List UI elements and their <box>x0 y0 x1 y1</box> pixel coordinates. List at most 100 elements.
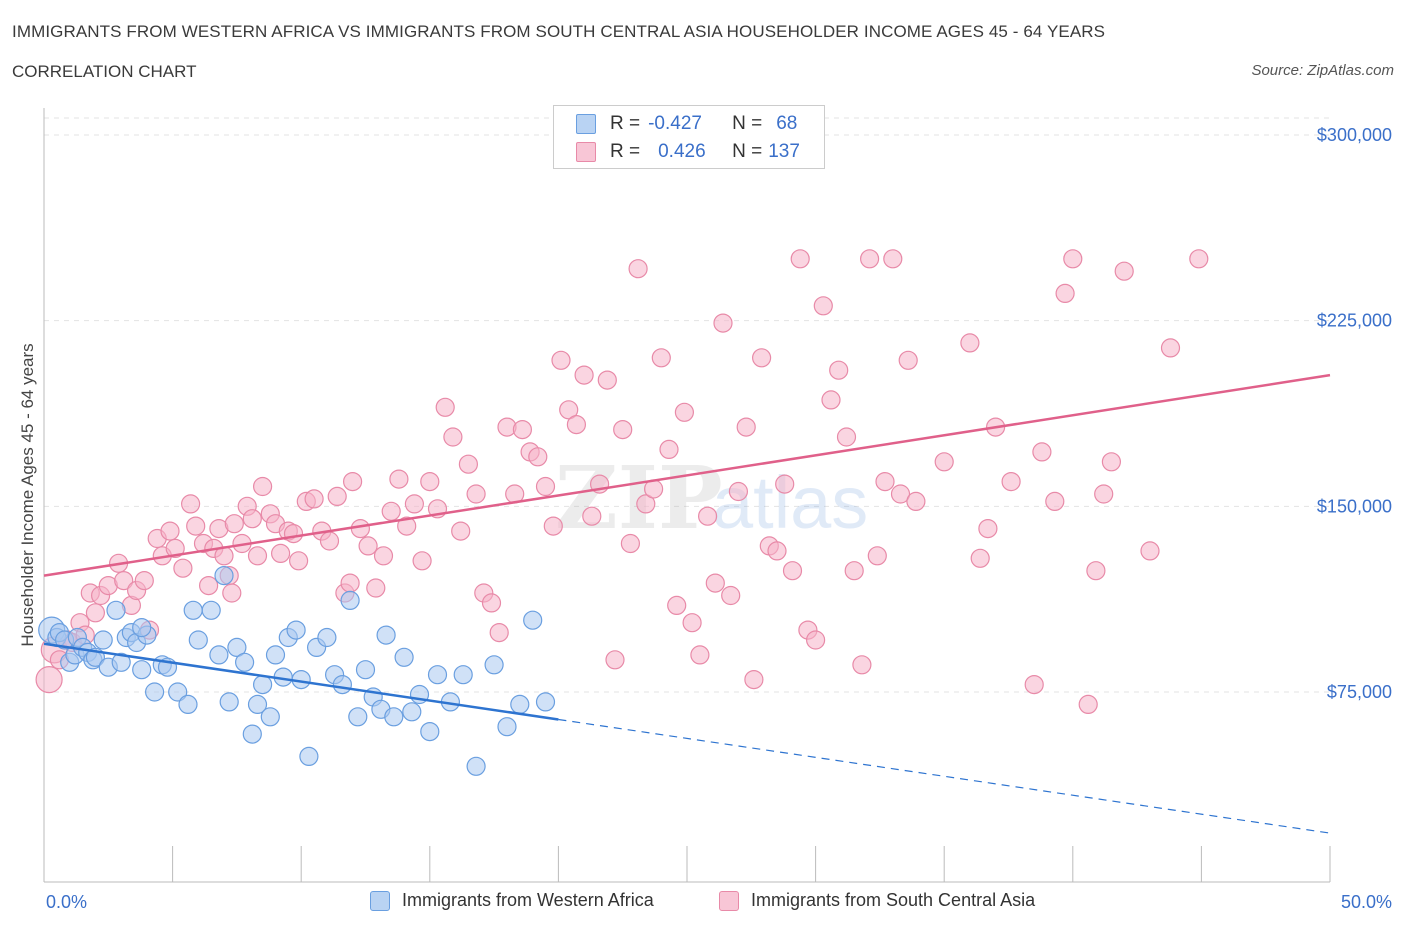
data-point <box>566 415 587 435</box>
data-point <box>183 600 203 620</box>
data-point <box>165 538 185 559</box>
data-point <box>224 514 244 534</box>
data-point <box>970 548 990 568</box>
data-point <box>821 390 841 410</box>
watermark-atlas: atlas <box>712 461 868 544</box>
trend-lines <box>43 373 1331 834</box>
data-point <box>304 489 324 509</box>
data-point <box>132 660 152 680</box>
data-point <box>767 541 787 561</box>
data-point <box>222 583 242 603</box>
data-point <box>404 494 424 514</box>
data-point <box>651 348 671 368</box>
data-point <box>435 397 455 417</box>
data-point <box>427 665 448 685</box>
data-point <box>420 721 440 742</box>
western-africa-trend-extension <box>558 718 1331 834</box>
data-point <box>1140 541 1160 561</box>
data-point <box>283 523 304 544</box>
data-point <box>721 585 741 606</box>
data-point <box>271 543 291 564</box>
data-point <box>484 655 504 675</box>
data-point <box>394 647 414 667</box>
bottom-legend-south-central-asia: Immigrants from South Central Asia <box>719 890 1035 911</box>
data-point <box>35 665 63 694</box>
data-point <box>458 454 478 474</box>
data-point <box>559 400 579 420</box>
data-point <box>253 674 273 695</box>
data-point <box>160 521 180 541</box>
data-point <box>219 692 239 712</box>
legend-n-value-2: 137 <box>768 141 800 162</box>
data-point <box>510 694 530 715</box>
legend-n-value-1: 68 <box>776 113 798 134</box>
data-point <box>1078 694 1098 715</box>
data-point <box>373 546 394 566</box>
data-point <box>1101 452 1122 472</box>
data-point <box>381 501 401 521</box>
legend-r-value-1: -0.427 <box>648 113 702 134</box>
data-point <box>247 694 268 715</box>
data-point <box>85 603 106 623</box>
source-label: Source: ZipAtlas.com <box>1251 62 1394 79</box>
axes <box>43 108 1331 883</box>
legend-row-western-africa: R = -0.427 N = 68 <box>576 111 797 137</box>
data-point <box>523 610 543 630</box>
data-point <box>782 561 803 581</box>
data-point <box>451 521 471 541</box>
y-tick-label: $225,000 <box>1317 311 1392 331</box>
y-axis-label: Householder Income Ages 45 - 64 years <box>18 343 37 646</box>
data-point <box>1114 261 1134 281</box>
data-point <box>1032 442 1052 462</box>
legend-n-label: N = <box>732 141 763 162</box>
data-point <box>253 476 273 497</box>
data-point <box>145 682 165 702</box>
data-point <box>227 637 247 658</box>
data-point <box>613 420 633 440</box>
data-point <box>1045 491 1065 511</box>
data-point <box>736 417 756 437</box>
legend-r-label: R = <box>610 141 641 162</box>
data-point <box>106 600 126 620</box>
legend-r-label: R = <box>610 113 641 134</box>
y-tick-label: $75,000 <box>1327 682 1392 702</box>
data-point <box>543 516 563 536</box>
legend-row-south-central-asia: R = 0.426 N = 137 <box>576 139 800 165</box>
legend-swatch-blue <box>576 114 596 134</box>
data-point <box>744 669 764 690</box>
data-point <box>836 427 857 447</box>
chart-subtitle: CORRELATION CHART <box>12 62 197 81</box>
data-point <box>1160 338 1181 358</box>
data-point <box>376 625 396 645</box>
data-point <box>265 645 286 665</box>
data-point <box>319 531 340 551</box>
data-point <box>114 570 134 591</box>
data-point <box>667 595 687 616</box>
chart-title: IMMIGRANTS FROM WESTERN AFRICA VS IMMIGR… <box>12 22 1106 41</box>
data-point <box>384 707 404 727</box>
data-point <box>366 578 386 598</box>
data-point <box>181 494 201 514</box>
data-point <box>978 518 998 539</box>
data-point <box>235 652 255 672</box>
data-point <box>1189 249 1209 269</box>
data-point <box>340 573 360 593</box>
data-point <box>260 707 280 727</box>
correlation-legend: R = -0.427 N = 68 R = 0.426 N = 137 <box>553 105 825 169</box>
data-point <box>728 481 749 502</box>
bottom-legend-label-2: Immigrants from South Central Asia <box>751 890 1036 910</box>
data-point <box>1001 472 1021 492</box>
bottom-legend-label-1: Immigrants from Western Africa <box>402 890 654 910</box>
data-point <box>247 546 268 566</box>
data-point <box>355 660 376 680</box>
data-point <box>188 630 208 650</box>
legend-r-value-2: 0.426 <box>658 141 706 162</box>
x-tick-label-max: 50.0% <box>1341 892 1392 912</box>
data-point <box>512 420 533 440</box>
data-point <box>582 506 602 526</box>
data-point <box>132 617 152 638</box>
data-point <box>934 452 954 472</box>
data-point <box>343 472 363 492</box>
data-point <box>659 439 679 459</box>
